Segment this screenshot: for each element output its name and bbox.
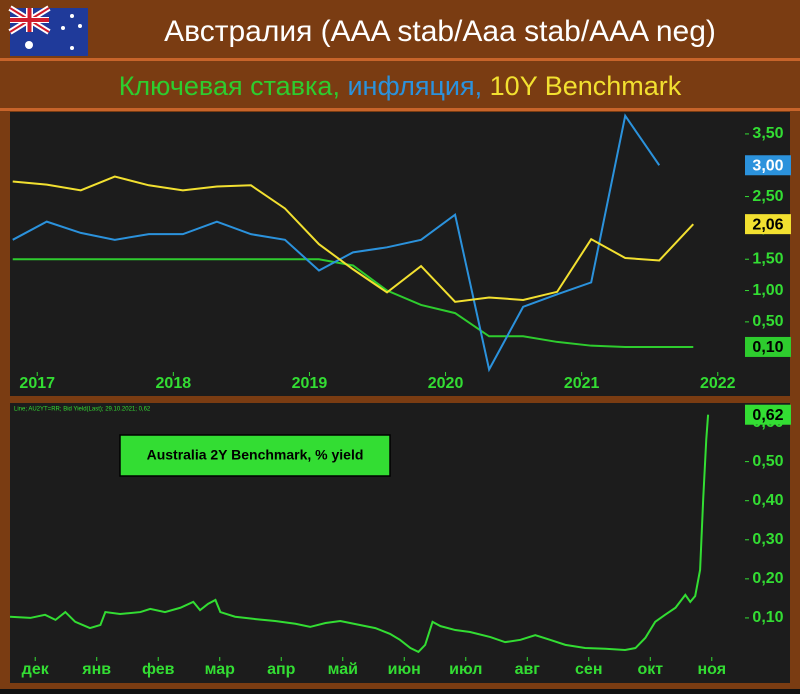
x-tick-label: май: [328, 661, 358, 678]
flag: [8, 5, 88, 56]
x-tick-label: 2017: [19, 375, 55, 392]
divider: [0, 58, 800, 61]
series-line: [12, 258, 694, 348]
x-tick-label: авг: [515, 661, 541, 678]
x-tick-label: 2019: [292, 375, 328, 392]
y-tick-label: 0,40: [752, 492, 783, 509]
value-label: 2,06: [752, 216, 783, 233]
x-tick-label: июл: [449, 661, 482, 678]
value-label-box: [745, 214, 791, 235]
x-tick-label: 2022: [700, 375, 736, 392]
y-tick-label: 0,10: [752, 609, 783, 626]
value-label: 3,00: [752, 157, 783, 174]
value-label-box: [745, 336, 791, 357]
y-tick-label: 0,50: [752, 313, 783, 330]
value-label-box: [745, 155, 791, 176]
x-tick-label: апр: [267, 661, 296, 678]
x-tick-label: 2018: [156, 375, 192, 392]
y-tick-label: 1,00: [752, 282, 783, 299]
x-tick-label: ноя: [698, 661, 727, 678]
y-tick-label: 1,50: [752, 250, 783, 267]
value-label: 0,62: [752, 407, 783, 424]
chart-title: Australia 2Y Benchmark, % yield: [147, 447, 364, 463]
x-tick-label: окт: [637, 661, 663, 678]
chart-note: Line; AU2YT=RR; Bid Yield(Last); 29.10.2…: [14, 407, 151, 413]
legend-entry: Ключевая ставка,: [119, 71, 340, 101]
legend-entry: инфляция,: [347, 71, 482, 101]
value-label-box: [745, 404, 791, 425]
value-label: 0,10: [752, 339, 783, 356]
series-line: [9, 414, 710, 654]
y-tick-label: 0,30: [752, 531, 783, 548]
x-tick-label: июн: [388, 661, 421, 678]
x-tick-label: янв: [81, 661, 111, 678]
x-tick-label: сен: [575, 661, 602, 678]
y-tick-label: 2,50: [752, 188, 783, 205]
legend: Ключевая ставка, инфляция, 10Y Benchmark: [119, 71, 682, 101]
y-tick-label: 0,20: [752, 570, 783, 587]
x-tick-label: мар: [205, 661, 236, 678]
x-tick-label: дек: [22, 661, 50, 678]
series-line: [12, 113, 661, 373]
x-tick-label: 2020: [428, 375, 464, 392]
chart-panel: [10, 112, 790, 396]
x-tick-label: фев: [142, 661, 175, 678]
divider: [0, 108, 800, 111]
y-tick-label: 0,50: [752, 453, 783, 470]
page-title: Австралия (AAA stab/Aaa stab/AAA neg): [164, 15, 716, 48]
x-tick-label: 2021: [564, 375, 600, 392]
series-line: [12, 175, 695, 303]
annotation-box: [119, 434, 391, 477]
legend-entry: 10Y Benchmark: [490, 71, 682, 101]
y-tick-label: 3,50: [752, 125, 783, 142]
